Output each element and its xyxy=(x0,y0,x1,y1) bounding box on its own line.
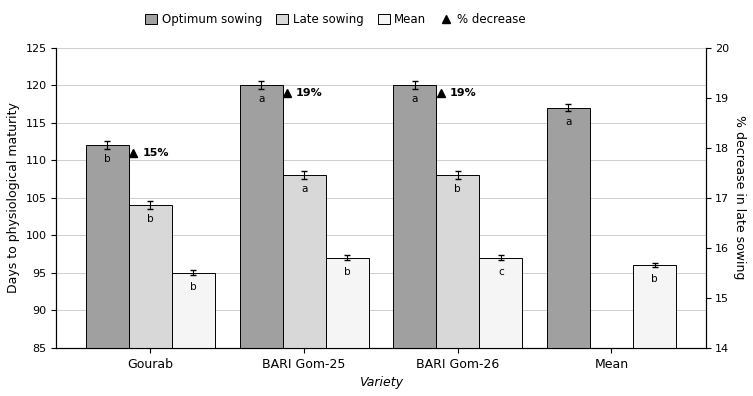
Text: a: a xyxy=(412,94,418,104)
Bar xyxy=(325,258,369,396)
Bar xyxy=(480,258,523,396)
Bar xyxy=(239,85,282,396)
Text: b: b xyxy=(455,184,461,194)
Text: a: a xyxy=(258,94,264,104)
Bar xyxy=(172,273,215,396)
Bar xyxy=(282,175,325,396)
Text: 19%: 19% xyxy=(450,88,477,97)
Bar xyxy=(633,265,676,396)
Bar xyxy=(86,145,129,396)
Bar xyxy=(436,175,480,396)
Text: b: b xyxy=(104,154,111,164)
Bar xyxy=(547,108,590,396)
Legend: Optimum sowing, Late sowing, Mean, % decrease: Optimum sowing, Late sowing, Mean, % dec… xyxy=(141,8,530,31)
Bar xyxy=(129,205,172,396)
Text: b: b xyxy=(344,267,350,277)
Text: 15%: 15% xyxy=(142,148,169,158)
Text: b: b xyxy=(651,274,658,284)
Y-axis label: Days to physiological maturity: Days to physiological maturity xyxy=(7,102,20,293)
Bar xyxy=(393,85,436,396)
Text: c: c xyxy=(498,267,504,277)
Text: b: b xyxy=(190,282,197,292)
Text: a: a xyxy=(566,116,572,127)
Text: 19%: 19% xyxy=(296,88,323,97)
X-axis label: Variety: Variety xyxy=(359,376,403,389)
Y-axis label: % decrease in late sowing: % decrease in late sowing xyxy=(733,116,746,280)
Text: b: b xyxy=(147,214,154,224)
Text: a: a xyxy=(301,184,307,194)
